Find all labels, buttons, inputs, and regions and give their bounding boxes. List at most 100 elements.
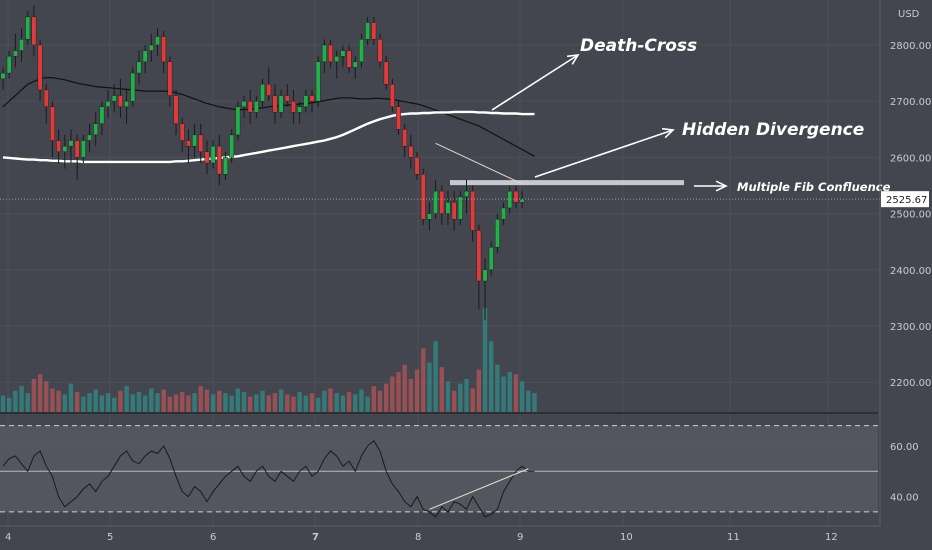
fib-confluence-label: Multiple Fib Confluence <box>737 180 891 194</box>
rsi-tick-label: 60.00 <box>890 442 919 453</box>
volume-bar <box>291 396 296 412</box>
candle-body <box>74 140 80 158</box>
candle-body <box>235 106 241 136</box>
time-tick-label: 8 <box>415 532 421 543</box>
rsi-line <box>2 440 535 518</box>
volume-bar <box>334 393 339 412</box>
candle-body <box>389 84 395 107</box>
candle-body <box>396 106 401 130</box>
candle-body <box>359 39 364 63</box>
price-divergence-line <box>435 142 523 185</box>
candle-body <box>136 61 142 74</box>
candle-body <box>488 247 494 270</box>
volume-bar <box>217 390 222 412</box>
volume-bar <box>489 341 494 412</box>
volume-bar <box>161 389 166 412</box>
volume-bar <box>439 367 444 412</box>
candle-body <box>0 72 6 79</box>
volume-bar <box>421 348 426 412</box>
last-price-tag <box>881 191 929 208</box>
volume-bar <box>241 391 247 412</box>
candle-body <box>173 95 179 124</box>
time-tick-label: 10 <box>620 532 633 543</box>
volume-bar <box>507 371 512 412</box>
volume-bar <box>198 386 203 412</box>
price-tick-label: 2700.00 <box>890 97 931 108</box>
candle-body <box>105 100 111 107</box>
volume-bar <box>390 376 395 412</box>
candle-body <box>457 196 463 220</box>
candle-body <box>93 123 99 136</box>
candle-body <box>291 100 296 113</box>
volume-bar <box>124 386 129 412</box>
candle-body <box>31 16 37 46</box>
candle-body <box>210 145 216 164</box>
candle-body <box>377 39 383 63</box>
candle-body <box>185 140 191 147</box>
volume-bar <box>322 390 327 412</box>
candle-body <box>68 140 74 147</box>
volume-bar <box>223 393 228 412</box>
candle-body <box>321 44 327 63</box>
volume-bar <box>482 308 488 412</box>
candle-body <box>204 151 210 164</box>
volume-bar <box>526 390 531 412</box>
volume-bar <box>414 369 420 412</box>
candle-body <box>495 219 500 248</box>
volume-bar <box>136 391 142 412</box>
volume-bar <box>25 393 30 412</box>
candle-body <box>192 134 197 147</box>
volume-bar <box>519 381 525 412</box>
price-tick-label: 2400.00 <box>890 266 931 277</box>
death-cross-label: Death-Cross <box>580 36 697 56</box>
volume-bar <box>99 395 105 412</box>
moving-average-white <box>2 110 535 164</box>
volume-bar <box>149 388 154 412</box>
candle-body <box>253 100 259 113</box>
volume-bar <box>13 390 18 412</box>
candle-body <box>260 84 265 102</box>
candle-body <box>278 95 284 113</box>
candle-body <box>340 50 346 57</box>
volume-bar <box>105 393 111 412</box>
volume-bar <box>513 374 519 412</box>
candle-body <box>241 100 247 107</box>
volume-bar <box>297 391 302 412</box>
volume-bar <box>142 395 148 412</box>
candle-body <box>155 36 160 46</box>
candle-body <box>56 140 62 152</box>
candle-body <box>111 95 117 102</box>
candle-body <box>365 22 371 40</box>
volume-bar <box>396 371 401 412</box>
rsi-tick-label: 40.00 <box>890 493 919 504</box>
volume-bar <box>260 390 265 412</box>
price-tick-label: 2500.00 <box>890 210 931 221</box>
volume-bar <box>303 395 309 412</box>
volume-bar <box>74 391 80 412</box>
volume-bar <box>458 383 463 412</box>
candle-body <box>266 84 272 96</box>
candle-body <box>198 134 204 152</box>
candle-body <box>408 145 414 158</box>
candle-body <box>216 145 222 175</box>
candle-body <box>247 100 253 113</box>
fib-confluence-arrow-head <box>715 180 728 192</box>
volume-bar <box>365 396 370 412</box>
volume-bar <box>50 388 55 412</box>
volume-bar <box>167 396 173 412</box>
candle-body <box>43 89 49 107</box>
time-tick-label: 9 <box>517 532 523 543</box>
candle-body <box>513 190 519 203</box>
price-tick-label: 2200.00 <box>890 378 931 389</box>
volume-bar <box>229 395 234 412</box>
volume-bar <box>328 388 333 412</box>
candle-body <box>476 230 482 282</box>
time-tick-label: 5 <box>107 532 113 543</box>
volume-bar <box>44 381 49 412</box>
candle-body <box>229 134 235 158</box>
volume-bar <box>87 393 92 412</box>
candle-body <box>328 44 333 63</box>
volume-bar <box>532 393 537 412</box>
volume-bar <box>451 390 457 412</box>
